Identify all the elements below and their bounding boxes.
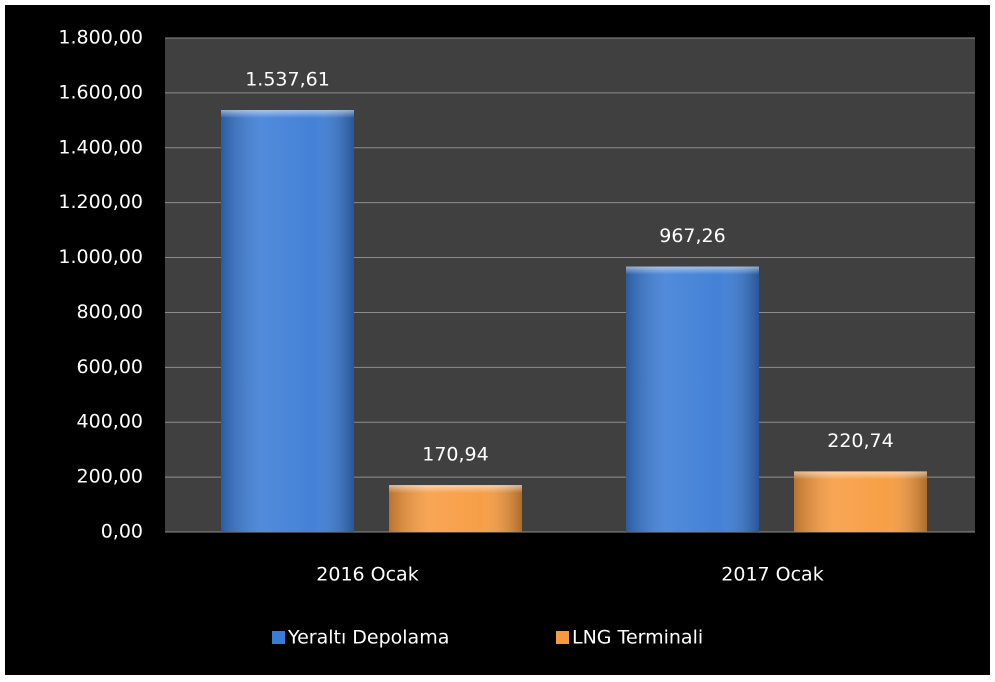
legend-swatch (556, 631, 569, 644)
bar-shine (221, 110, 354, 532)
bar-top (389, 485, 522, 494)
legend-swatch (272, 631, 285, 644)
x-tick-label: 2016 Ocak (316, 564, 418, 586)
y-tick-label: 1.000,00 (58, 246, 143, 268)
bar-top (221, 110, 354, 119)
y-tick-label: 600,00 (77, 356, 143, 378)
x-tick-label: 2017 Ocak (721, 564, 823, 586)
bar-shine (626, 266, 759, 532)
y-tick-label: 1.200,00 (58, 191, 143, 213)
data-label: 220,74 (827, 430, 893, 452)
bar-top (794, 471, 927, 480)
data-label: 170,94 (422, 444, 488, 466)
y-tick-label: 1.600,00 (58, 81, 143, 103)
legend-label: LNG Terminali (572, 627, 703, 649)
y-tick-label: 1.400,00 (58, 136, 143, 158)
bar-top (626, 266, 759, 275)
y-tick-label: 0,00 (101, 521, 143, 543)
bar-shine (794, 471, 927, 532)
data-label: 1.537,61 (245, 69, 330, 91)
y-tick-label: 1.800,00 (58, 27, 143, 49)
legend-label: Yeraltı Depolama (287, 627, 449, 649)
y-tick-label: 200,00 (77, 466, 143, 488)
y-tick-label: 400,00 (77, 411, 143, 433)
data-label: 967,26 (659, 225, 725, 247)
y-tick-label: 800,00 (77, 301, 143, 323)
